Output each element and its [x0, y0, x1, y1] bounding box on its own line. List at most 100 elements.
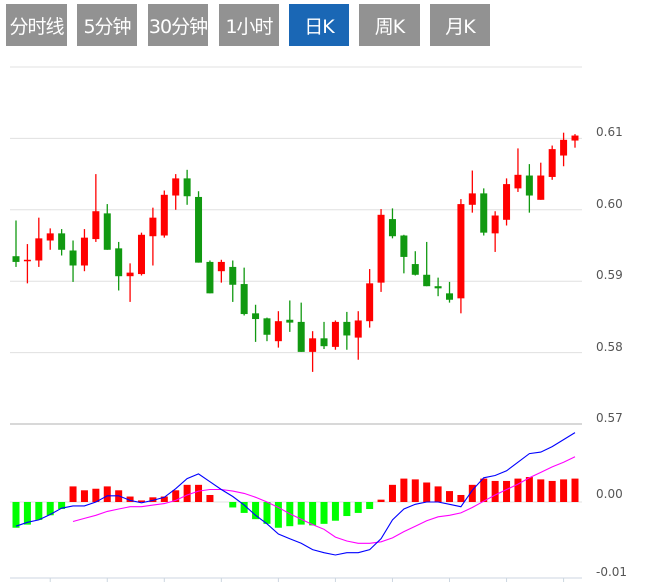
y-tick-label: 0.60: [596, 197, 623, 211]
macd-bar: [263, 502, 271, 524]
candle-body: [137, 234, 145, 275]
candle-body: [46, 233, 54, 241]
macd-bar: [354, 502, 362, 513]
candle-body: [400, 235, 408, 257]
y-tick-label: 0.57: [596, 411, 623, 425]
macd-bar: [537, 479, 545, 502]
macd-bar: [149, 497, 157, 502]
candle-body: [331, 321, 339, 347]
macd-bar: [137, 500, 145, 502]
macd-bar: [103, 486, 111, 502]
candle-body: [411, 264, 419, 275]
candle-body: [274, 321, 282, 342]
candle-body: [320, 338, 328, 347]
candle-body: [115, 248, 123, 277]
candle-body: [377, 214, 385, 283]
candle-body: [69, 250, 77, 266]
tab-timeline[interactable]: 分时线: [6, 4, 67, 46]
macd-bar: [206, 494, 214, 502]
macd-bar: [468, 484, 476, 502]
candle-body: [480, 193, 488, 233]
candle-body: [229, 266, 237, 285]
candle-body: [240, 284, 248, 315]
candle-body: [12, 256, 20, 262]
macd-bar: [514, 478, 522, 502]
candle-body: [286, 319, 294, 323]
candle-body: [309, 338, 317, 352]
y-tick-label: 0.59: [596, 268, 623, 282]
tab-30min[interactable]: 30分钟: [148, 4, 208, 46]
macd-bar: [274, 502, 282, 528]
candle-body: [354, 320, 362, 338]
macd-bar: [446, 491, 454, 502]
macd-bar: [571, 478, 579, 502]
candle-body: [217, 261, 225, 272]
macd-bar: [172, 490, 180, 502]
candle-body: [514, 174, 522, 189]
dea-line: [72, 456, 576, 544]
macd-bar: [331, 502, 339, 521]
macd-bar: [503, 480, 511, 502]
macd-bar: [92, 488, 100, 502]
macd-bar: [548, 480, 556, 502]
candle-body: [58, 233, 66, 250]
candle-body: [35, 238, 43, 261]
candle-body: [195, 196, 203, 263]
candle-body: [23, 259, 31, 262]
candle-body: [160, 194, 168, 236]
macd-bar: [12, 502, 20, 528]
tab-daily-k[interactable]: 日K: [289, 4, 349, 46]
macd-bar: [240, 502, 248, 513]
candle-body: [297, 321, 305, 352]
candle-body: [263, 318, 271, 335]
candle-body: [423, 274, 431, 287]
tab-5min[interactable]: 5分钟: [77, 4, 137, 46]
macd-bar: [23, 502, 31, 525]
candle-body: [491, 215, 499, 234]
candle-body: [149, 217, 157, 237]
candle-body: [525, 175, 533, 196]
candle-body: [468, 193, 476, 205]
candle-body: [92, 211, 100, 240]
candle-body: [206, 261, 214, 294]
y-tick-label: 0.61: [596, 125, 623, 139]
macd-bar: [388, 484, 396, 502]
candle-body: [343, 321, 351, 336]
macd-bar: [35, 502, 43, 520]
candle-body: [388, 219, 396, 237]
macd-bar: [491, 480, 499, 502]
candle-body: [80, 237, 88, 266]
macd-bar: [560, 479, 568, 502]
tab-monthly-k[interactable]: 月K: [430, 4, 490, 46]
candle-body: [183, 178, 191, 197]
grid-lines: [10, 66, 582, 582]
macd-bar: [69, 486, 77, 502]
candles: [12, 132, 579, 372]
macd-panel: [12, 432, 579, 556]
macd-tick-label: -0.01: [596, 565, 627, 579]
candle-body: [446, 293, 454, 300]
macd-bar: [457, 494, 465, 502]
tab-weekly-k[interactable]: 周K: [359, 4, 420, 46]
macd-bar: [525, 477, 533, 502]
candle-body: [560, 139, 568, 156]
macd-bar: [229, 502, 237, 508]
candle-body: [457, 204, 465, 299]
candle-body: [537, 175, 545, 200]
candle-body: [548, 149, 556, 177]
candle-body: [252, 313, 260, 320]
macd-bar: [366, 502, 374, 510]
macd-bar: [320, 502, 328, 524]
macd-bar: [423, 482, 431, 502]
tab-1hour[interactable]: 1小时: [219, 4, 279, 46]
candle-body: [103, 213, 111, 250]
macd-bar: [183, 484, 191, 502]
candle-body: [503, 184, 511, 220]
macd-bar: [309, 502, 317, 526]
y-tick-label: 0.58: [596, 340, 623, 354]
dif-line: [15, 432, 576, 556]
candle-body: [434, 286, 442, 289]
macd-bar: [160, 496, 168, 502]
macd-bar: [252, 502, 260, 520]
